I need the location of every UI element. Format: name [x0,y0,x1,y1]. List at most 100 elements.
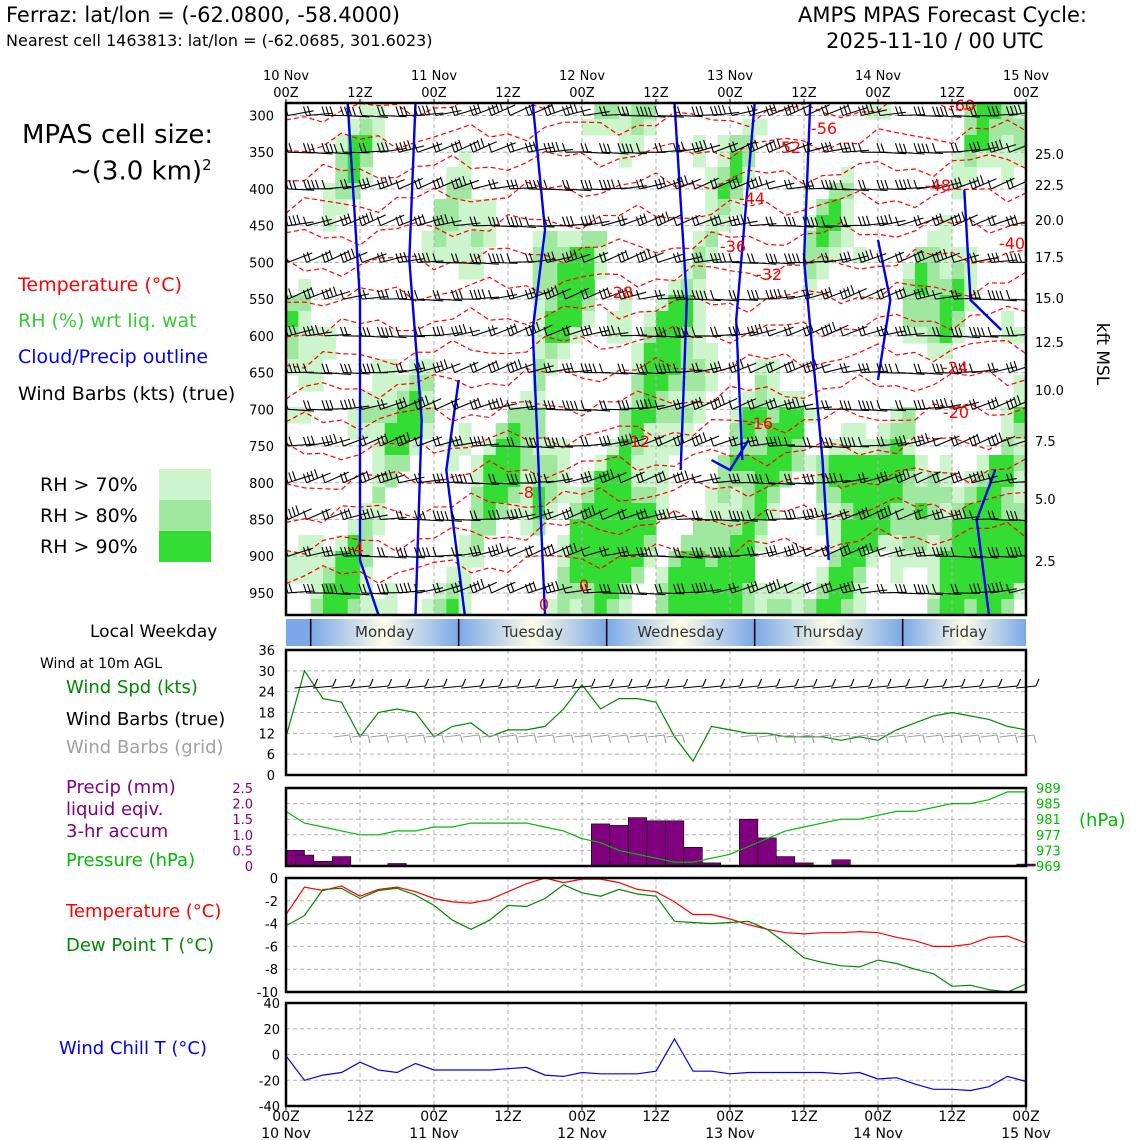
wind-barb-feather [962,362,967,373]
true-wind-barb [960,685,981,689]
wind-barb-feather [495,216,501,227]
wind-barb-feather [765,363,770,373]
rh-cell [804,407,817,424]
wind-barb [676,178,701,190]
wind-barb-feather [339,253,345,263]
rh-cell [335,199,349,216]
wind-barb-feather [643,363,649,374]
wind-barb-feather [598,400,604,410]
wind-barb-feather [347,508,352,518]
wind-barb-feather [847,251,852,261]
grid-wind-barb [888,734,905,738]
wind-barb [435,518,462,522]
wind-barb [972,475,998,484]
wind-barb-feather [931,326,937,337]
wind-barb [787,546,812,557]
wind-barb-feather [306,179,312,190]
wind-barb-feather [543,106,548,116]
wind-barb-feather [943,547,949,557]
wind-barb-feather [306,288,311,298]
rh-cell [286,343,299,360]
location-title: Ferraz: lat/lon = (-62.0800, -58.4000) [6,3,400,27]
wind-barb-feather [310,179,316,190]
grid-wind-barb [869,734,887,738]
grid-wind-barb [943,734,961,738]
rh-cell [742,535,756,552]
rh-cell [717,567,731,584]
wind-barb-feather [921,584,926,594]
grid-wind-barb-feather [792,734,797,744]
wind-barb-feather [691,216,696,226]
wind-barb-feather [473,104,478,115]
wind-barb-feather [473,546,478,556]
rh-cell [668,583,682,600]
rh-cell [730,503,743,520]
wind-barb-feather [532,581,537,591]
wind-barb-feather [950,106,955,116]
rh-cell [434,599,447,615]
wind-barb-feather [506,547,511,557]
wind-barb-feather [703,582,708,592]
wind-barb-feather [495,103,500,113]
rh-cell [397,439,410,456]
wind-barb-feather [913,179,918,190]
cell-size-exponent: 2 [202,156,212,174]
wind-barb-feather [994,433,999,444]
wind-barb-feather [814,507,819,517]
wind-barb-feather [684,470,689,480]
wind-barb-feather [865,400,871,411]
wind-barb [343,251,368,263]
rh-cell [643,535,657,552]
grid-wind-barb-feather [552,734,556,744]
pressure-tick-label: 750 [249,440,274,455]
wind-barb-feather [399,583,404,593]
wind-barb-feather [709,216,715,226]
rh-cell [693,327,706,344]
rh-cell [569,535,583,552]
wind-barb [842,408,870,412]
wind-barb-feather [957,213,962,223]
wind-barb-feather [432,179,437,190]
wind-barb-feather [454,253,460,263]
wind-barb-feather [654,583,659,594]
rh-cell [557,455,571,472]
wind-barb [1009,221,1026,227]
precip-bar [331,856,352,867]
wind-barb-feather [347,399,352,409]
wind-barb-feather [621,435,626,446]
wind-barb-feather [883,470,889,481]
rh-cell [1001,423,1015,440]
rh-cell [458,599,472,615]
wind-barb-feather [1013,510,1019,521]
wind-barb-feather [310,143,316,153]
wind-barb-feather [691,400,696,410]
rh-cell [767,407,780,424]
wind-barb-feather [898,472,903,482]
rh-cell [1001,535,1015,552]
wind-barb-feather [480,578,485,589]
wind-barb-feather [820,326,826,337]
wind-barb-feather [810,360,815,371]
rh-cell [594,599,608,615]
wind-barb-feather [869,103,874,114]
wind-barb-feather [469,510,474,520]
wind-barb-feather [395,363,400,373]
wind-barb-feather [358,326,363,337]
wind-barb-feather [333,584,338,594]
temperature-label: -32 [756,265,782,284]
wind-barb-feather [473,216,478,226]
rh-cell [557,487,571,504]
wind-barb-feather [606,435,611,445]
bottom-hour-label: 00Z [420,1109,447,1125]
wind-barb-feather [699,140,704,151]
wind-barb-feather [806,362,811,372]
wind-barb-feather [713,253,719,263]
wind-barb-feather [499,253,505,263]
wind-barb-feather [987,547,992,557]
wind-barb-feather [758,474,764,484]
wind-barb-feather [783,473,789,483]
wind-barb-feather [847,582,852,592]
wind-barb [361,335,389,339]
wind-barb-feather [750,398,755,409]
rh-cell [1013,519,1026,536]
